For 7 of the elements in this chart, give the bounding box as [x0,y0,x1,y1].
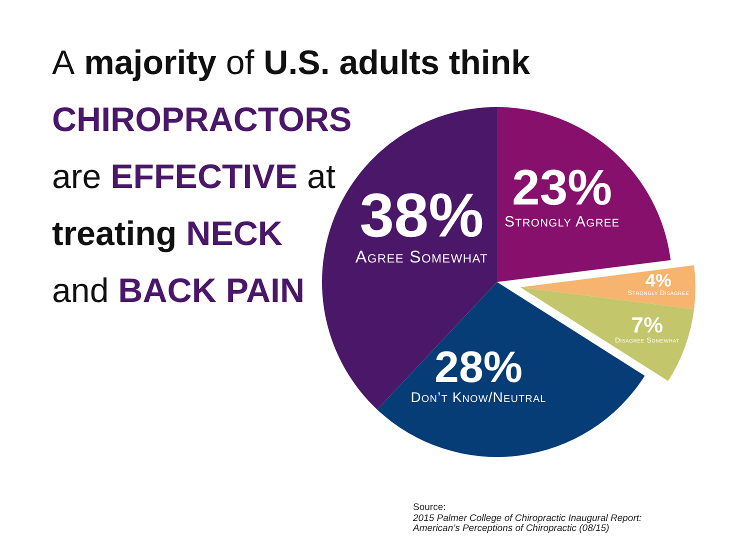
text: CHIROPRACTORS are EFFECTIVE at treating NECK and BACK PAIN [52,101,352,310]
data-label: 4% [645,270,672,290]
source-note: Source: 2015 Palmer College of Chiropractic Inaugural Report: American’s Perceptions of Chiropractic (08/15) [413,502,642,534]
data-label: 7% [631,312,664,338]
chart-title: A majority of U.S. adults think [52,44,530,82]
slice-label: Strongly Agree [504,213,620,230]
data-label: 23% [512,160,612,216]
